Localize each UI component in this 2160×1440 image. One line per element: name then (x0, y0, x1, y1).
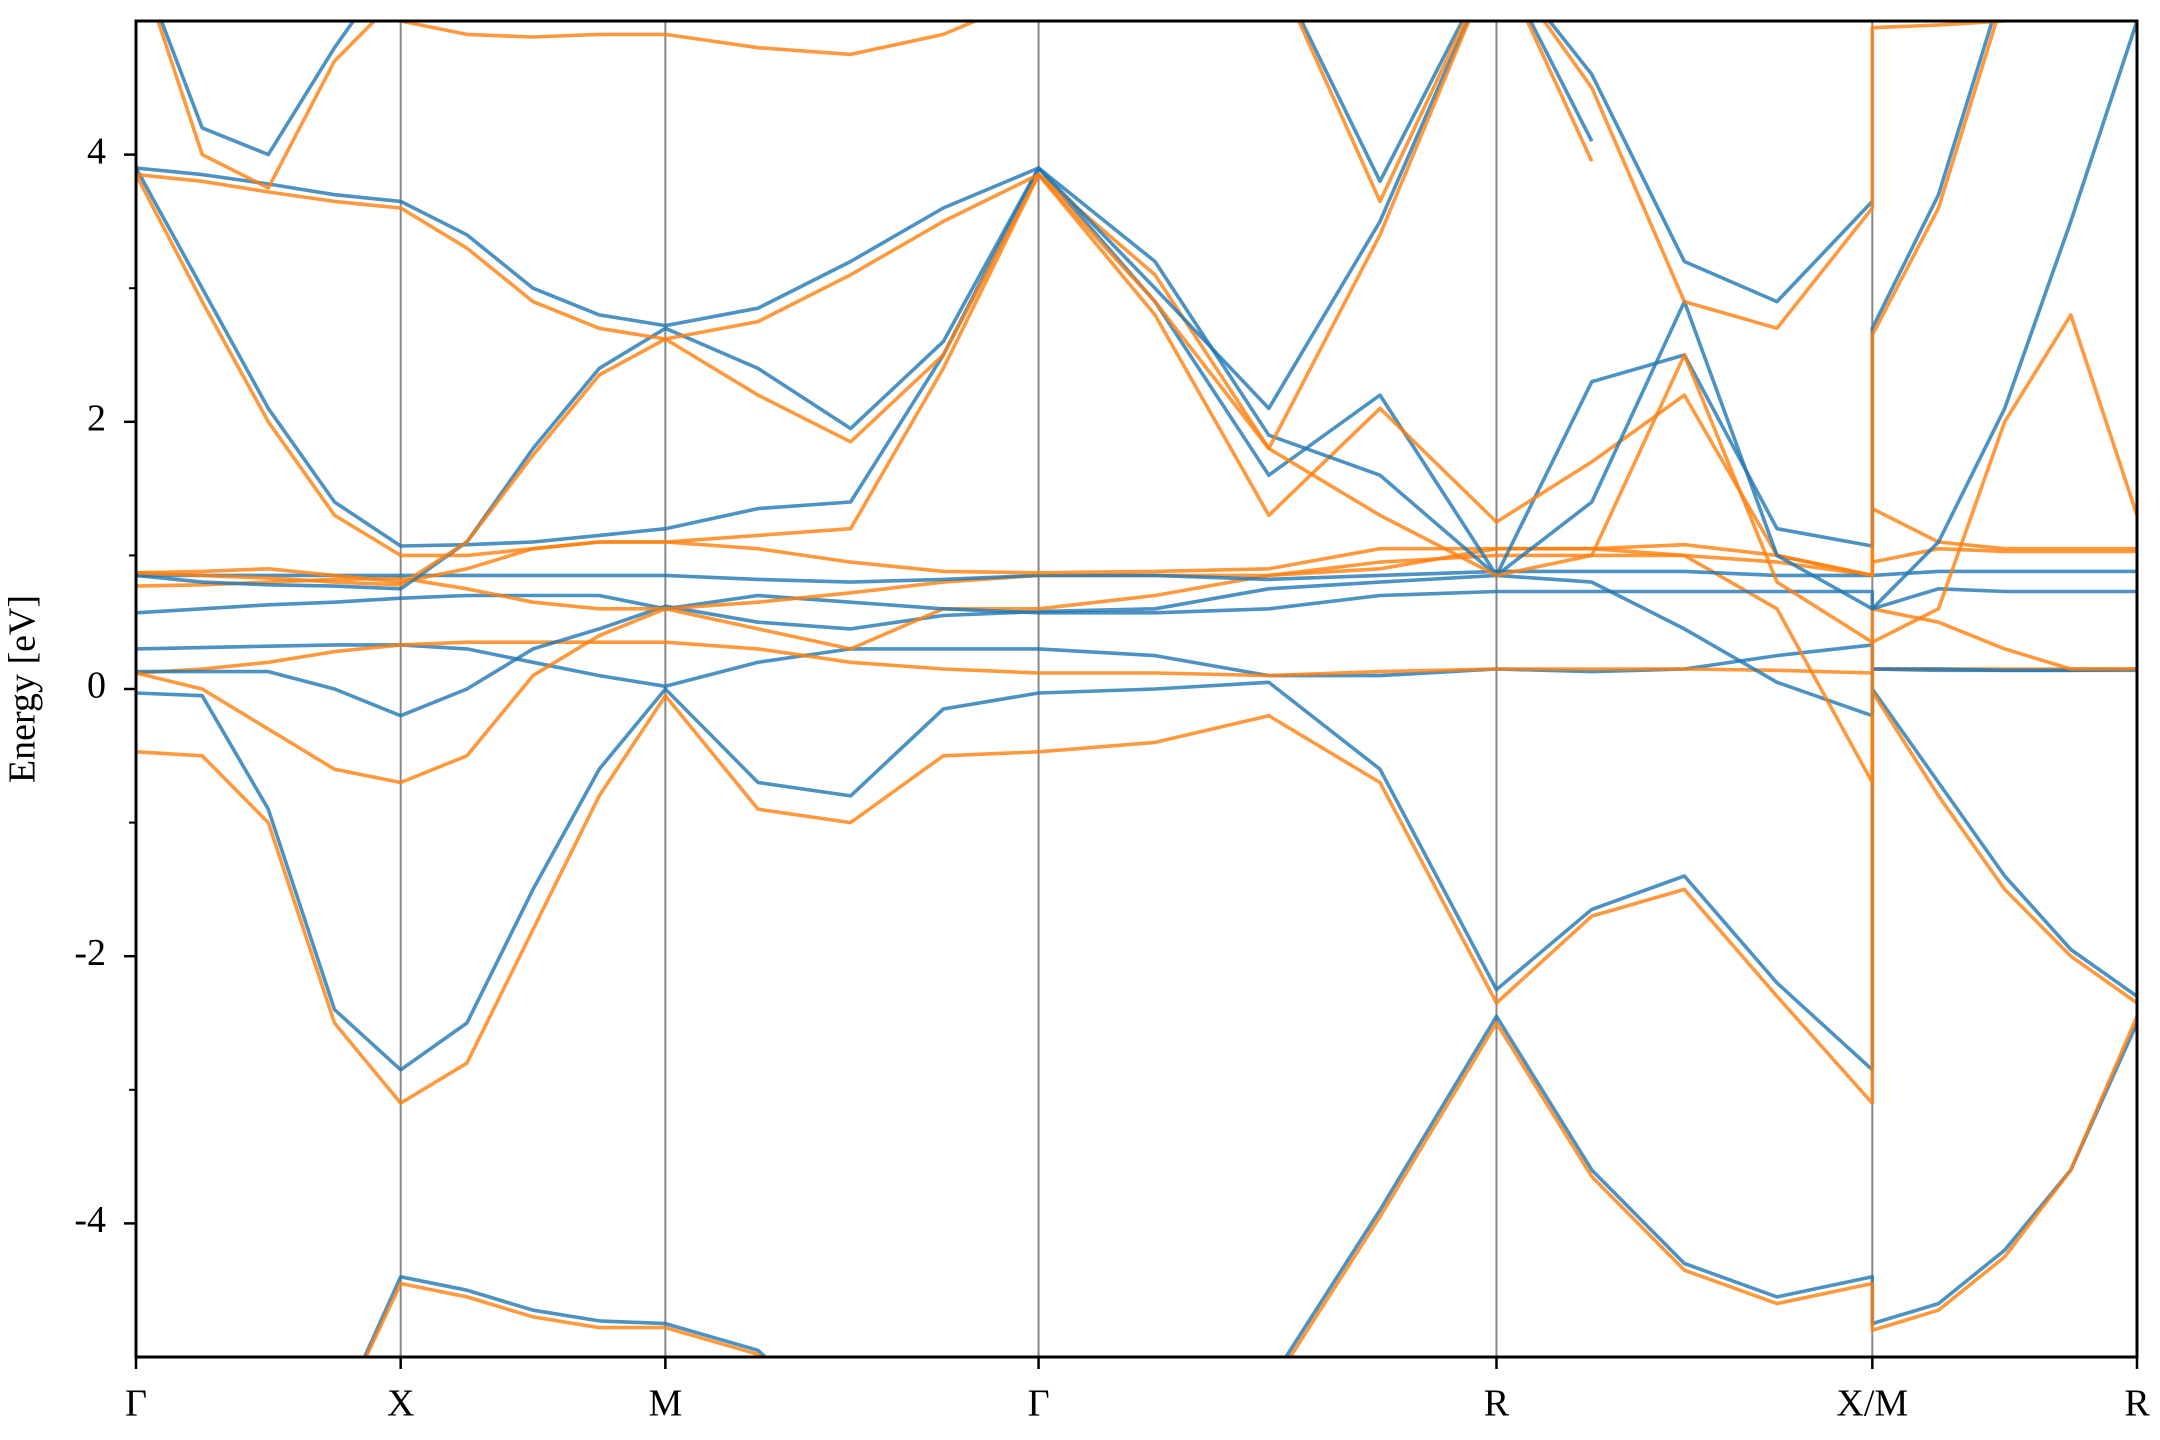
band-line (364, 1015, 2137, 1357)
band-line (136, 680, 2137, 1072)
band-line (400, 21, 980, 57)
y-tick-label: 0 (87, 665, 106, 707)
x-tick-label: X/M (1836, 1383, 1908, 1425)
band-line (136, 21, 1995, 578)
y-tick-label: 2 (87, 398, 106, 440)
band-line (136, 587, 2137, 615)
x-tick-label: R (2124, 1383, 2150, 1425)
band-line (136, 21, 1999, 578)
band-line (136, 21, 2137, 611)
y-tick-label: 4 (87, 130, 106, 172)
band-line (159, 21, 1594, 184)
axes: Γ X M Γ R X/M R -4 -2 0 2 4 (74, 130, 2150, 1424)
band-line (136, 689, 2137, 1105)
x-tick-label: X (387, 1383, 414, 1425)
y-tick-label: -4 (74, 1199, 106, 1241)
x-tick-label: M (648, 1383, 682, 1425)
band-line (362, 1014, 2137, 1357)
x-tick-label: R (1484, 1383, 1510, 1425)
band-line (136, 643, 2137, 689)
band-line (136, 546, 2137, 785)
bands (136, 21, 2137, 1357)
y-axis-label: Energy [eV] (2, 595, 44, 783)
x-tick-label: Γ (125, 1383, 147, 1425)
band-line (136, 21, 1874, 411)
band-line (136, 546, 2137, 611)
band-line (136, 21, 2014, 451)
x-tick-label: Γ (1028, 1383, 1050, 1425)
y-tick-label: -2 (74, 932, 106, 974)
band-line (156, 21, 1594, 204)
